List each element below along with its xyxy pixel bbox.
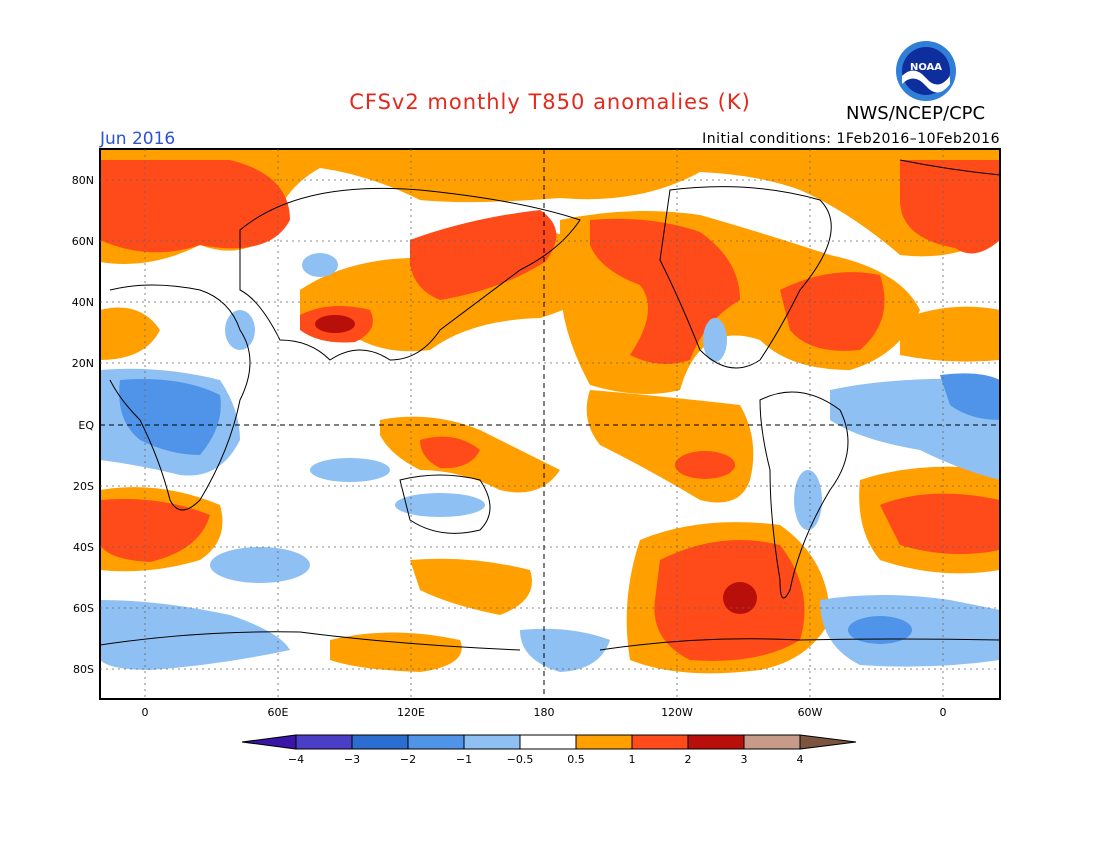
- colorbar-swatch: [351, 734, 409, 750]
- colorbar-swatch: [295, 734, 353, 750]
- colorbar-swatch: [407, 734, 465, 750]
- colorbar-label: −1: [456, 753, 472, 766]
- colorbar-label: −3: [344, 753, 360, 766]
- colorbar-label: 2: [685, 753, 692, 766]
- x-axis-labels: 0 60E 120E 180 120W 60W 0: [142, 706, 947, 719]
- colorbar-label: 3: [741, 753, 748, 766]
- cold-region: [848, 616, 912, 644]
- colorbar-label: −2: [400, 753, 416, 766]
- colorbar-label: 1: [629, 753, 636, 766]
- hot-region: [780, 272, 885, 351]
- noaa-logo-icon: NOAA: [896, 41, 956, 101]
- colorbar-swatch: [519, 734, 577, 750]
- hot-region: [420, 436, 480, 469]
- cool-region: [210, 547, 310, 583]
- colorbar-label: −4: [288, 753, 304, 766]
- hot-region: [410, 210, 557, 300]
- colorbar-swatch: [631, 734, 689, 750]
- cold-region: [119, 379, 221, 455]
- cool-region: [310, 458, 390, 482]
- coastlines: [100, 159, 1000, 651]
- x-tick-label: 180: [534, 706, 555, 719]
- hot-region: [590, 218, 740, 364]
- warm-region: [100, 307, 160, 360]
- noaa-logo-text: NOAA: [910, 62, 942, 73]
- cold-region: [940, 373, 1000, 420]
- x-tick-label: 120W: [661, 706, 693, 719]
- initial-conditions: Initial conditions: 1Feb2016–10Feb2016: [702, 131, 1000, 147]
- map-title: CFSv2 monthly T850 anomalies (K): [349, 90, 751, 114]
- colorbar: −4 −3 −2 −1 −0.5 0.5 1 2 3 4: [241, 734, 857, 766]
- hot-region: [675, 451, 735, 479]
- colorbar-label: 0.5: [567, 753, 585, 766]
- cool-region: [302, 253, 338, 277]
- hot-region: [900, 160, 1000, 254]
- y-tick-label: 20N: [72, 357, 94, 370]
- colorbar-arrow-low: [241, 734, 297, 750]
- plot-frame: [99, 148, 1001, 700]
- warm-region: [330, 632, 462, 672]
- x-tick-label: 60E: [268, 706, 289, 719]
- warm-region: [100, 149, 1000, 264]
- y-tick-label: 60S: [73, 602, 94, 615]
- y-axis-labels: 80N 60N 40N 20N EQ 20S 40S 60S 80S: [72, 174, 95, 676]
- colorbar-swatch: [575, 734, 633, 750]
- cool-region: [395, 493, 485, 517]
- x-tick-label: 120E: [397, 706, 425, 719]
- y-tick-label: 60N: [72, 235, 94, 248]
- reference-lines: [100, 149, 1000, 699]
- warm-region: [900, 306, 1000, 362]
- y-tick-label: 40S: [73, 541, 94, 554]
- hot-region: [880, 493, 1000, 554]
- x-tick-label: 0: [142, 706, 149, 719]
- colorbar-swatch: [463, 734, 521, 750]
- very-hot-region: [723, 582, 757, 614]
- anomaly-field: [100, 149, 1000, 699]
- x-tick-label: 60W: [798, 706, 823, 719]
- colorbar-label: 4: [797, 753, 804, 766]
- y-tick-label: 80S: [73, 663, 94, 676]
- y-tick-label: 40N: [72, 296, 94, 309]
- hot-region: [100, 160, 290, 253]
- organization-label: NWS/NCEP/CPC: [846, 103, 986, 124]
- y-tick-label: EQ: [78, 419, 94, 432]
- cool-region: [520, 628, 610, 672]
- gridlines: [100, 149, 1000, 699]
- x-tick-label: 0: [940, 706, 947, 719]
- y-tick-label: 80N: [72, 174, 94, 187]
- hot-region: [100, 499, 210, 562]
- warm-region: [410, 558, 532, 615]
- cool-region: [794, 470, 822, 530]
- forecast-month: Jun 2016: [100, 129, 176, 149]
- colorbar-label: −0.5: [507, 753, 534, 766]
- colorbar-swatch: [743, 734, 801, 750]
- colorbar-arrow-high: [799, 734, 857, 750]
- very-hot-region: [315, 315, 355, 333]
- colorbar-swatch: [687, 734, 745, 750]
- cool-region: [703, 318, 727, 362]
- y-tick-label: 20S: [73, 480, 94, 493]
